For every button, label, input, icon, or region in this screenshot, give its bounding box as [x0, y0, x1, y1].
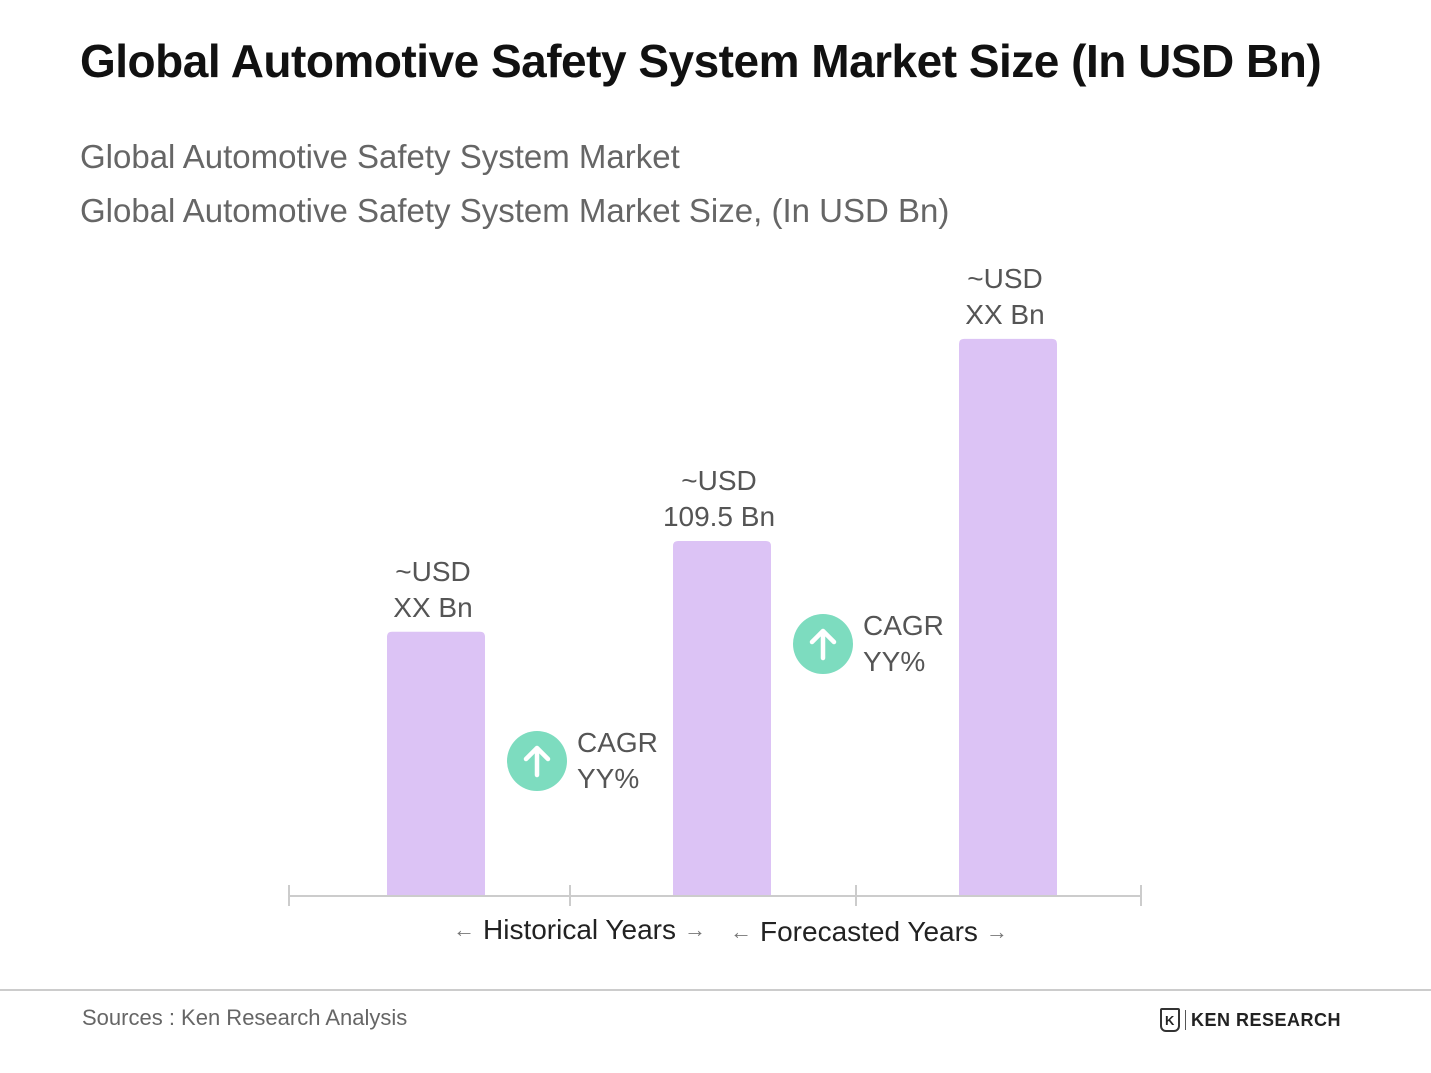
- bar: [959, 338, 1057, 895]
- bar: [387, 631, 485, 895]
- logo-mark-icon: K: [1160, 1008, 1180, 1032]
- x-section-label: Historical Years: [483, 914, 676, 945]
- cagr-badge: CAGR YY%: [507, 725, 658, 797]
- bar-value-line: 109.5 Bn: [662, 500, 776, 532]
- x-section-label: Forecasted Years: [760, 916, 978, 947]
- chart-subtitle-units: Global Automotive Safety System Market S…: [80, 192, 950, 229]
- x-section-historical: ← Historical Years →: [453, 914, 706, 946]
- cagr-text: CAGR YY%: [577, 725, 658, 797]
- bar-value-line: ~USD: [681, 464, 757, 496]
- cagr-value: YY%: [863, 646, 926, 677]
- bar-value-line: ~USD: [395, 555, 471, 587]
- bar: [673, 540, 771, 895]
- cagr-value: YY%: [577, 763, 640, 794]
- bar-value-line: XX Bn: [393, 591, 473, 623]
- bar-value-line: ~USD: [967, 262, 1043, 294]
- source-note: Sources : Ken Research Analysis: [82, 1005, 408, 1030]
- cagr-label: CAGR: [863, 610, 944, 641]
- cagr-badge: CAGR YY%: [793, 608, 944, 680]
- cagr-text: CAGR YY%: [863, 608, 944, 680]
- arrow-left-icon: ←: [730, 919, 752, 944]
- arrow-left-icon: ←: [453, 917, 475, 942]
- x-section-forecast: ← Forecasted Years →: [730, 916, 1008, 948]
- logo-text: KEN RESEARCH: [1191, 1009, 1342, 1030]
- bar-value-line: XX Bn: [965, 298, 1045, 330]
- arrow-up-icon: [793, 614, 853, 674]
- bar-value-label: ~USD XX Bn: [333, 554, 533, 626]
- logo-separator: [1185, 1010, 1186, 1030]
- ken-research-logo: K KEN RESEARCH: [1160, 1008, 1341, 1032]
- arrow-right-icon: →: [683, 917, 706, 942]
- cagr-label: CAGR: [577, 727, 658, 758]
- arrow-up-icon: [507, 731, 567, 791]
- bar-value-label: ~USD XX Bn: [905, 261, 1105, 333]
- arrow-right-icon: →: [985, 919, 1008, 944]
- chart-title: Global Automotive Safety System Market S…: [80, 35, 1322, 87]
- chart-subtitle: Global Automotive Safety System Market: [80, 138, 680, 175]
- footer-divider: [0, 989, 1431, 991]
- bar-value-label: ~USD 109.5 Bn: [619, 463, 819, 535]
